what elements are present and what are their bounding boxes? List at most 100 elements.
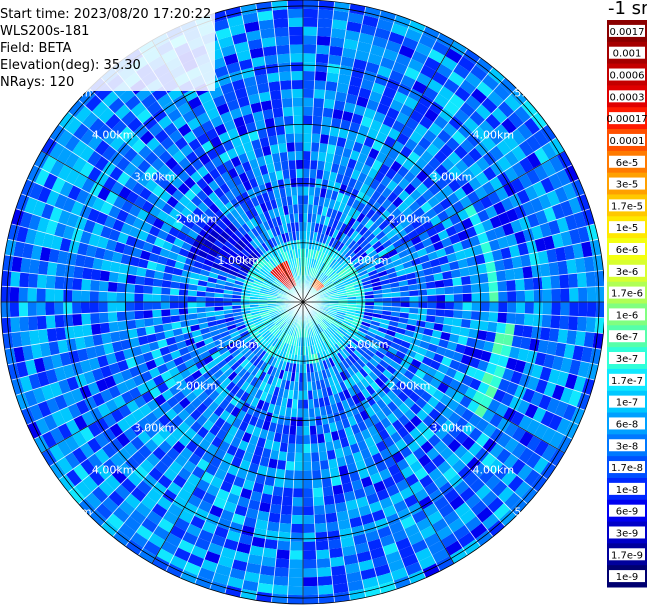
- range-gate-cell: [282, 496, 293, 506]
- range-gate-cell: [152, 294, 161, 302]
- range-gate-cell: [99, 281, 109, 292]
- range-gate-cell: [427, 302, 436, 309]
- range-gate-cell: [271, 495, 283, 505]
- range-gate-cell: [303, 89, 314, 98]
- range-gate-cell: [551, 302, 560, 315]
- range-gate-cell: [303, 435, 310, 444]
- range-gate-cell: [472, 302, 481, 311]
- range-gate-cell: [316, 541, 329, 551]
- colorbar-scale: 0.00170.0010.00060.00030.000170.00016e-5…: [604, 0, 647, 607]
- range-gate-cell: [303, 559, 317, 568]
- range-gate-cell: [45, 302, 54, 315]
- range-gate-cell: [550, 315, 560, 329]
- range-gate-cell: [81, 302, 90, 314]
- range-gate-cell: [303, 577, 318, 586]
- range-gate-cell: [291, 515, 303, 524]
- range-gate-cell: [37, 288, 46, 302]
- range-gate-cell: [288, 586, 303, 595]
- range-gate-cell: [487, 271, 497, 282]
- range-gate-cell: [292, 89, 303, 98]
- range-gate-cell: [188, 302, 197, 308]
- range-gate-cell: [323, 495, 335, 505]
- colorbar-tick-label: 1e-5: [616, 223, 639, 234]
- range-gate-cell: [278, 63, 291, 73]
- range-gate-cell: [330, 37, 345, 48]
- range-gate-cell: [560, 302, 569, 316]
- range-gate-cell: [303, 488, 313, 497]
- range-gate-cell: [274, 116, 285, 126]
- range-gate-cell: [317, 27, 332, 37]
- range-gate-cell: [540, 327, 550, 341]
- range-ring-label: 1.00km: [218, 338, 260, 351]
- range-gate-cell: [587, 287, 596, 302]
- range-gate-cell: [311, 452, 320, 461]
- range-gate-cell: [290, 533, 303, 542]
- range-gate-cell: [292, 506, 303, 515]
- range-gate-cell: [436, 295, 445, 302]
- range-ring-label: 2.00km: [389, 212, 431, 225]
- range-gate-cell: [325, 513, 337, 523]
- range-gate-cell: [293, 488, 303, 497]
- range-gate-cell: [516, 290, 525, 302]
- range-gate-cell: [296, 426, 303, 435]
- range-gate-cell: [596, 302, 604, 318]
- range-gate-cell: [478, 273, 488, 284]
- range-gate-cell: [313, 488, 324, 498]
- range-gate-cell: [125, 302, 134, 311]
- range-gate-cell: [551, 289, 560, 302]
- range-gate-cell: [327, 530, 340, 540]
- range-gate-cell: [303, 506, 314, 515]
- range-gate-cell: [116, 302, 125, 312]
- range-gate-cell: [577, 316, 587, 331]
- colorbar-tick-label: 3e-8: [616, 441, 639, 452]
- range-gate-cell: [316, 36, 330, 46]
- colorbar-tick-label: 6e-8: [616, 419, 639, 430]
- range-gate-cell: [19, 272, 29, 287]
- range-gate-cell: [445, 294, 454, 302]
- range-gate-cell: [313, 98, 324, 108]
- range-gate-cell: [525, 302, 534, 314]
- range-gate-cell: [276, 549, 290, 559]
- range-gate-cell: [418, 295, 427, 302]
- range-gate-cell: [303, 408, 309, 417]
- range-gate-cell: [489, 312, 499, 323]
- range-gate-cell: [10, 302, 19, 317]
- range-gate-cell: [557, 260, 568, 275]
- colorbar-tick-label: 1e-6: [616, 310, 639, 321]
- range-gate-cell: [303, 515, 315, 524]
- range-gate-cell: [566, 259, 577, 274]
- range-gate-cell: [303, 133, 312, 142]
- range-gate-cell: [286, 142, 295, 151]
- range-gate-cell: [318, 0, 334, 10]
- range-gate-cell: [533, 314, 543, 327]
- colorbar-tick-label: 3e-5: [616, 180, 639, 191]
- range-gate-cell: [542, 315, 552, 328]
- range-gate-cell: [265, 530, 278, 540]
- range-gate-cell: [296, 178, 303, 187]
- elevation-label: Elevation(deg): 35.30: [0, 57, 211, 74]
- range-gate-cell: [277, 54, 290, 64]
- range-gate-cell: [293, 107, 303, 116]
- range-gate-cell: [289, 568, 303, 577]
- range-gate-cell: [303, 541, 316, 550]
- range-gate-cell: [125, 293, 134, 302]
- range-gate-cell: [271, 0, 287, 10]
- range-gate-cell: [310, 151, 318, 160]
- range-gate-cell: [303, 169, 310, 178]
- colorbar-tick-label: 1.7e-6: [611, 289, 643, 300]
- range-gate-cell: [560, 288, 569, 302]
- range-gate-cell: [303, 497, 314, 506]
- range-gate-cell: [290, 44, 303, 53]
- range-gate-cell: [454, 294, 463, 302]
- range-gate-cell: [303, 9, 318, 18]
- range-gate-cell: [28, 316, 38, 331]
- range-gate-cell: [260, 565, 275, 576]
- range-gate-cell: [292, 98, 303, 107]
- range-gate-cell: [296, 435, 303, 444]
- range-gate-cell: [478, 321, 488, 332]
- range-gate-cell: [72, 302, 81, 314]
- range-gate-cell: [273, 576, 288, 586]
- range-gate-cell: [38, 260, 49, 275]
- range-ring-label: 4.00km: [92, 129, 134, 142]
- colorbar-tick-label: 0.0017: [610, 27, 645, 38]
